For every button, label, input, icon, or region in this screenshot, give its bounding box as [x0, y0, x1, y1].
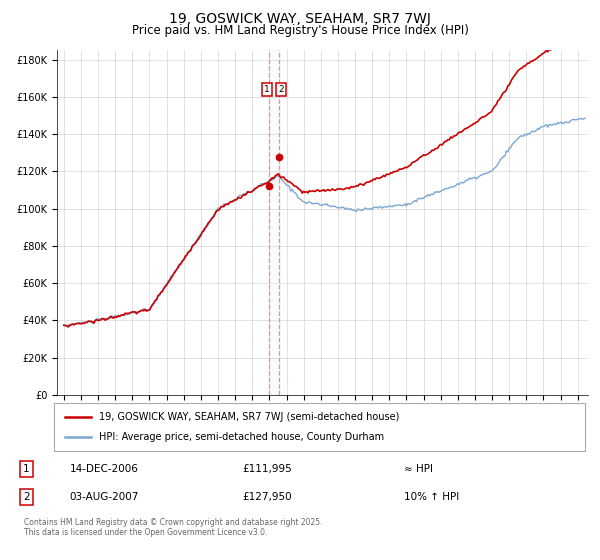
Text: ≈ HPI: ≈ HPI [404, 464, 433, 474]
Text: 2: 2 [23, 492, 30, 502]
Text: 03-AUG-2007: 03-AUG-2007 [70, 492, 139, 502]
Text: £127,950: £127,950 [242, 492, 292, 502]
Bar [269, 50, 280, 395]
Text: 2: 2 [278, 85, 284, 94]
Text: 10% ↑ HPI: 10% ↑ HPI [404, 492, 459, 502]
Text: 1: 1 [264, 85, 269, 94]
Text: 14-DEC-2006: 14-DEC-2006 [70, 464, 139, 474]
Text: HPI: Average price, semi-detached house, County Durham: HPI: Average price, semi-detached house,… [99, 432, 384, 442]
Text: 19, GOSWICK WAY, SEAHAM, SR7 7WJ (semi-detached house): 19, GOSWICK WAY, SEAHAM, SR7 7WJ (semi-d… [99, 412, 400, 422]
Text: 19, GOSWICK WAY, SEAHAM, SR7 7WJ: 19, GOSWICK WAY, SEAHAM, SR7 7WJ [169, 12, 431, 26]
Text: 1: 1 [23, 464, 30, 474]
Text: Price paid vs. HM Land Registry's House Price Index (HPI): Price paid vs. HM Land Registry's House … [131, 24, 469, 37]
Text: £111,995: £111,995 [242, 464, 292, 474]
FancyBboxPatch shape [54, 403, 585, 451]
Text: Contains HM Land Registry data © Crown copyright and database right 2025.
This d: Contains HM Land Registry data © Crown c… [24, 518, 323, 538]
